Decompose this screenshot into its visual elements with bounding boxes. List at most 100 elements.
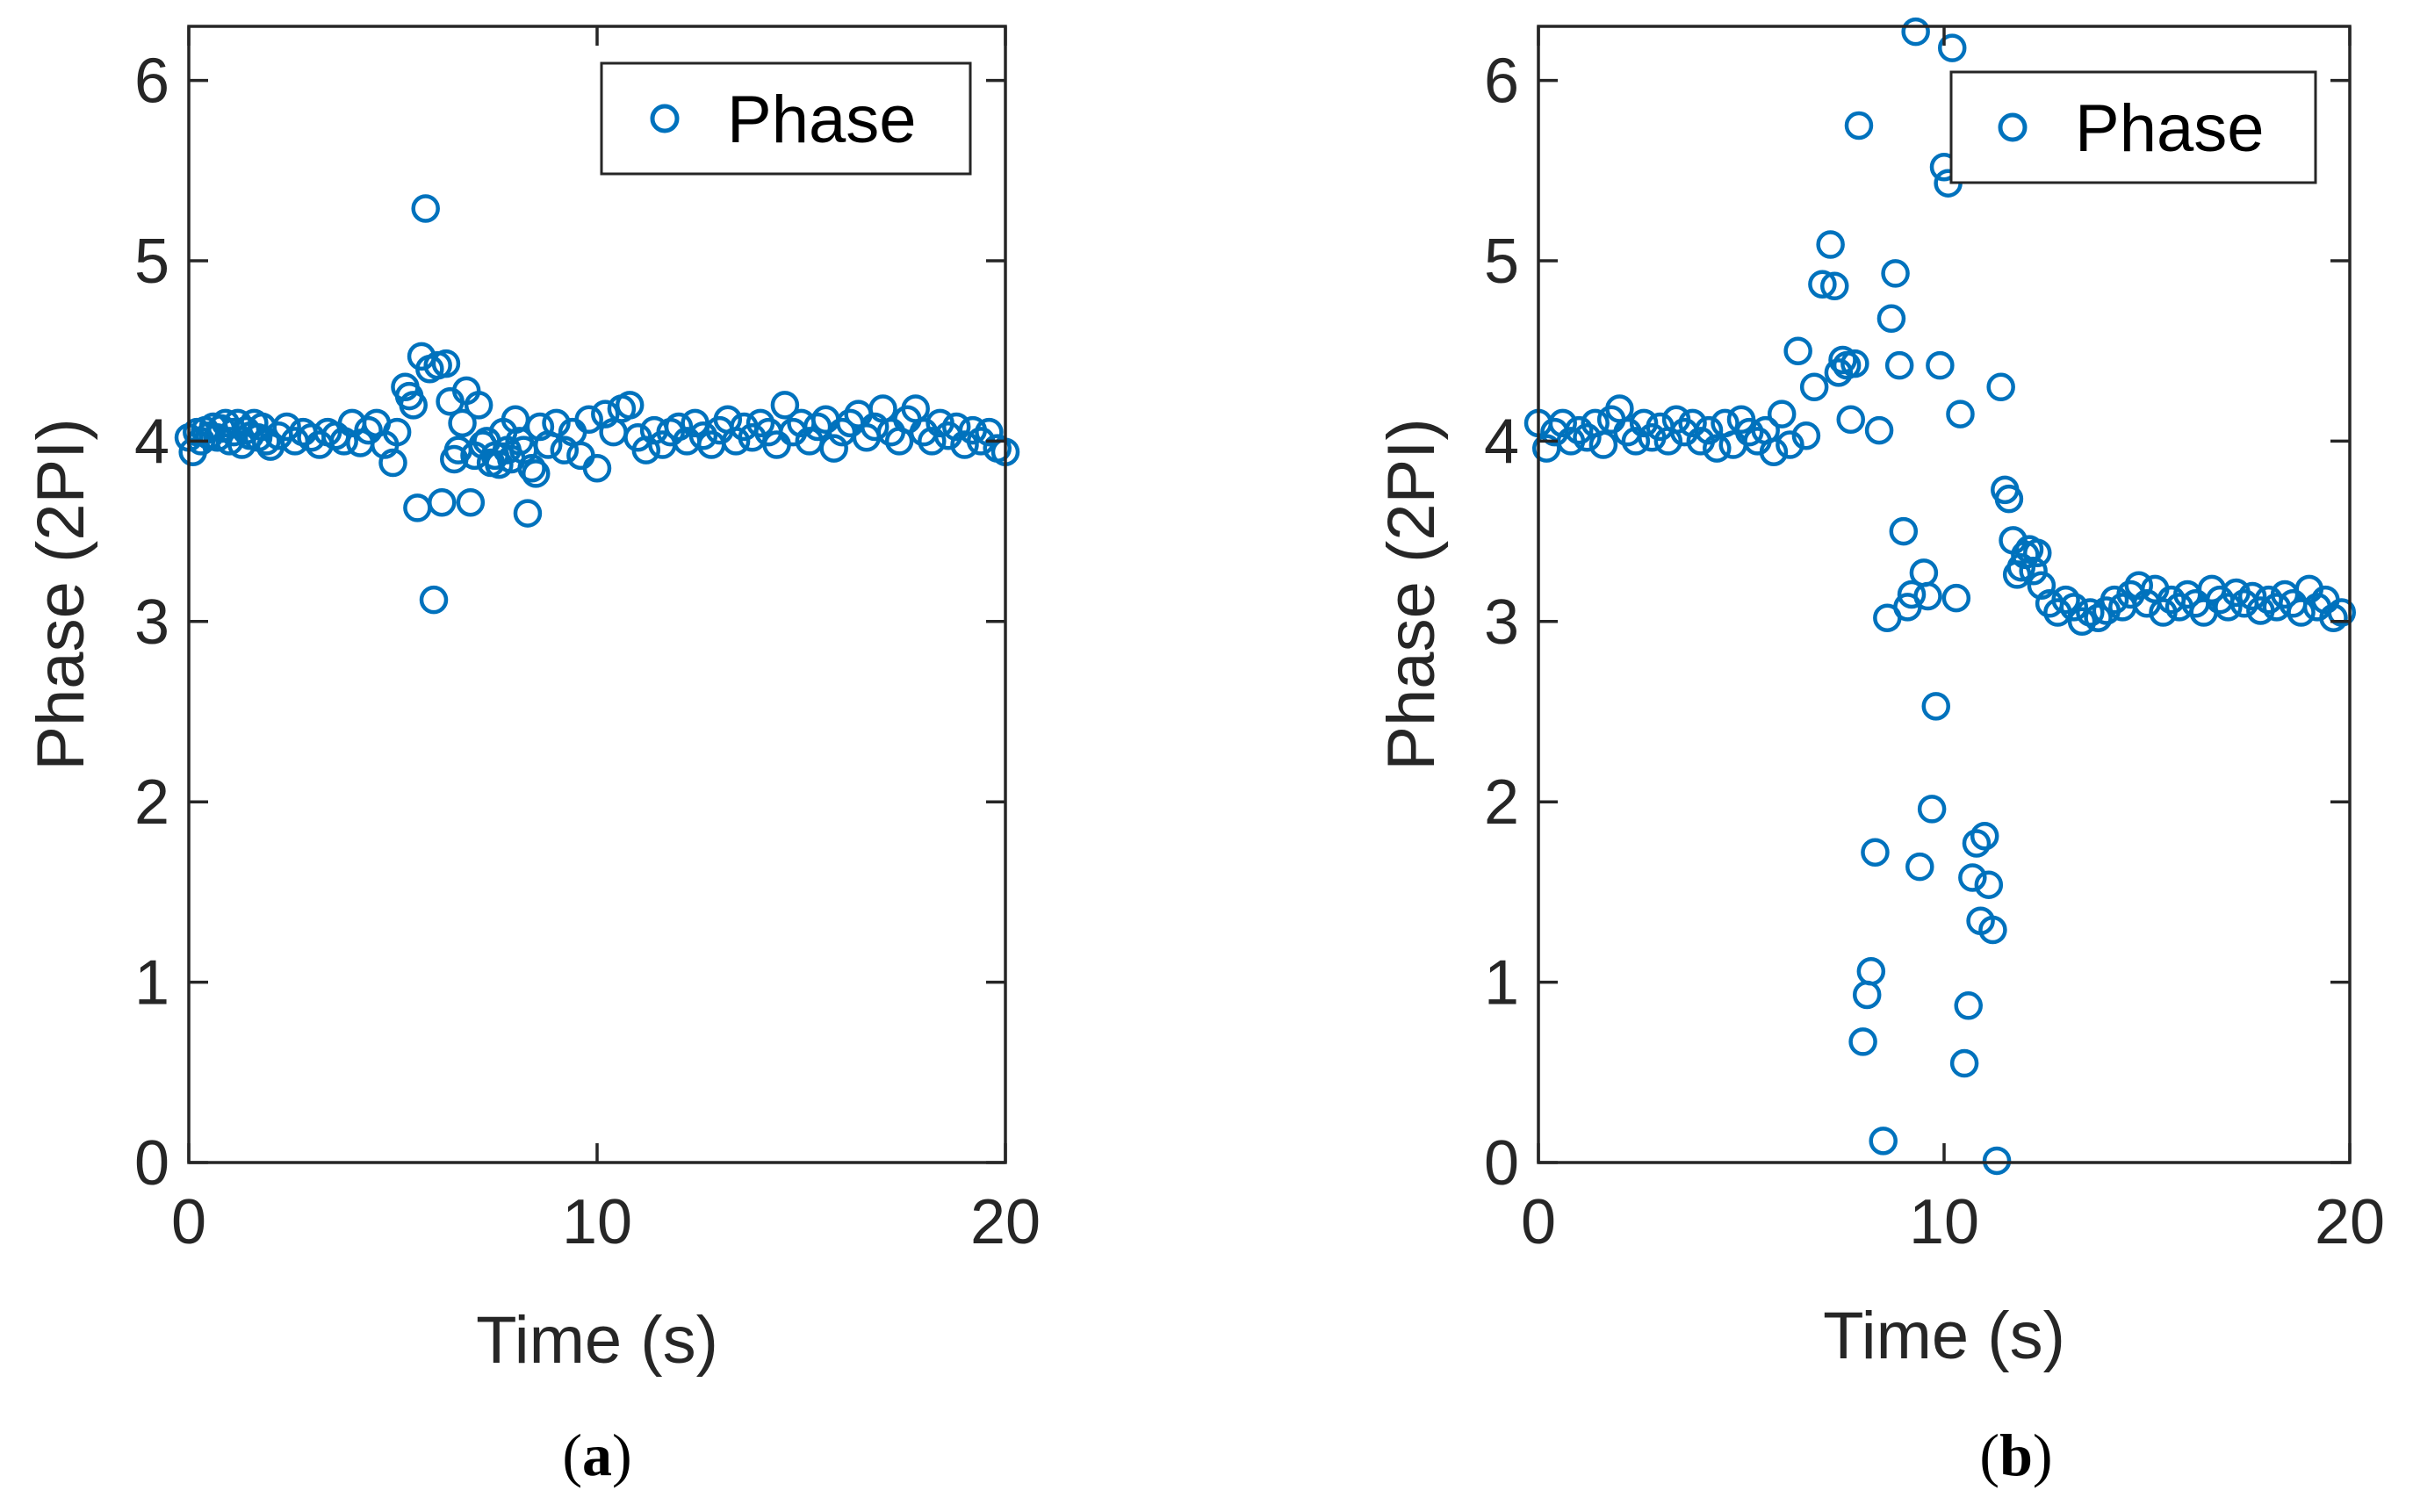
panel-a-data-point bbox=[448, 408, 477, 438]
panel-b-data-point bbox=[1629, 408, 1659, 438]
panel-b-data-point bbox=[1926, 350, 1955, 380]
panel-b-data-point bbox=[1941, 583, 1971, 613]
panel-b-data-point bbox=[1982, 1146, 2012, 1176]
panel-a-xlabel: Time (s) bbox=[476, 1303, 718, 1378]
panel-b-data-point bbox=[2051, 585, 2080, 615]
panel-a-data-point bbox=[399, 391, 428, 420]
panel-a-legend: Phase bbox=[600, 61, 972, 176]
panel-b-data-point bbox=[1852, 980, 1882, 1010]
panel-b-legend-box bbox=[1949, 70, 2317, 184]
panel-b-data-point bbox=[1905, 852, 1934, 882]
panel-b-data-point bbox=[1783, 336, 1812, 365]
panel-b-data-point bbox=[2023, 538, 2052, 568]
panel-a-data-point bbox=[525, 412, 555, 442]
panel-b-data-point bbox=[1864, 415, 1894, 445]
panel-b-data-point bbox=[1791, 421, 1821, 450]
panel-a-caption-close: ) bbox=[612, 1422, 632, 1488]
panel-a-data-point bbox=[464, 391, 493, 420]
panel-b-data-point bbox=[1621, 427, 1651, 456]
panel-b-ytick-label: 6 bbox=[1484, 47, 1519, 117]
panel-b-caption-letter: b bbox=[1999, 1422, 2033, 1488]
panel-a-data-point bbox=[419, 585, 449, 615]
panel-b-data-point bbox=[1861, 838, 1890, 867]
panel-b-data-point bbox=[1678, 408, 1707, 438]
panel-a-data-point bbox=[354, 415, 383, 445]
panel-b-data-point bbox=[1869, 1127, 1898, 1156]
panel-a-data-point bbox=[770, 391, 800, 420]
panel-a-caption-open: ( bbox=[562, 1422, 582, 1488]
panel-b-data-point bbox=[1848, 1027, 1877, 1056]
panel-b-data-point bbox=[2214, 593, 2243, 622]
panel-b-data-point bbox=[1856, 957, 1886, 986]
panel-b-data-point bbox=[1799, 372, 1829, 402]
panel-b-caption-open: ( bbox=[1979, 1422, 1999, 1488]
panel-a-data-point bbox=[513, 499, 543, 528]
panel-a-data-point bbox=[542, 408, 571, 438]
panel-b-legend-marker bbox=[1998, 112, 2028, 142]
panel-b-ytick-label: 1 bbox=[1484, 948, 1519, 1019]
panel-b-ytick-label: 0 bbox=[1484, 1128, 1519, 1199]
panel-b-data-point bbox=[1588, 430, 1618, 459]
panel-b-data-point bbox=[1962, 829, 1992, 858]
panel-b-data-point bbox=[1884, 350, 1914, 380]
panel-a-data-point bbox=[950, 430, 979, 459]
panel-b-data-point bbox=[2019, 557, 2048, 586]
panel-b-data-point bbox=[1970, 821, 1999, 851]
panel-b-ticks: 0 1 2 3 4 5 6 0 10 20 bbox=[1484, 26, 2385, 1257]
panel-a-ticks: 0 1 2 3 4 5 6 0 10 20 bbox=[134, 26, 1041, 1257]
panel-a-axes-box bbox=[187, 25, 1007, 1164]
panel-b-data-point bbox=[2011, 540, 2040, 570]
panel-b-data-point bbox=[1808, 270, 1837, 299]
panel-a-ytick-label: 3 bbox=[134, 587, 169, 658]
panel-b-data-point bbox=[1921, 692, 1951, 721]
panel-b-data-point bbox=[1949, 1048, 1979, 1078]
panel-b-data-point bbox=[1694, 415, 1724, 445]
panel-b-data-point bbox=[1824, 358, 1854, 387]
panel-b-xlabel: Time (s) bbox=[1823, 1299, 2065, 1373]
panel-a-data-point bbox=[918, 427, 947, 456]
panel-b-ytick-label: 4 bbox=[1484, 407, 1519, 477]
panel-b-data-point bbox=[1840, 349, 1869, 378]
panel-a-xtick-label: 20 bbox=[970, 1187, 1041, 1257]
panel-b-data-point bbox=[1573, 423, 1602, 452]
panel-a-ytick-label: 6 bbox=[134, 47, 169, 117]
panel-a-data-point bbox=[860, 412, 890, 442]
panel-b-data-point bbox=[1913, 581, 1942, 611]
panel-b-caption: (b) bbox=[1979, 1422, 2052, 1488]
panel-b-data-point bbox=[1776, 430, 1804, 459]
panel-a-legend-box bbox=[600, 61, 972, 176]
panel-b-data-point bbox=[1986, 372, 2015, 402]
panel-a-ytick-label: 4 bbox=[134, 407, 169, 477]
panel-b-data-point bbox=[1816, 230, 1845, 259]
panel-b-points bbox=[1523, 17, 2357, 1176]
panel-b-data-point bbox=[1734, 417, 1764, 447]
panel-a-data-point bbox=[591, 400, 620, 428]
panel-b-data-point bbox=[1937, 33, 1967, 62]
panel-b-data-point bbox=[1759, 437, 1789, 466]
panel-b-data-point bbox=[1548, 408, 1577, 438]
panel-b-data-point bbox=[1958, 863, 1987, 892]
panel-a-data-point bbox=[456, 487, 486, 517]
panel-b-caption-close: ) bbox=[2033, 1422, 2053, 1488]
panel-a-data-point bbox=[272, 412, 301, 442]
panel-b-data-point bbox=[1909, 558, 1939, 587]
panel-a-data-point bbox=[688, 421, 718, 450]
panel-b-data-point bbox=[1946, 400, 1975, 428]
panel-b-data-point bbox=[1828, 345, 1857, 375]
panel-b-data-point bbox=[1718, 430, 1748, 459]
panel-b-xtick-label: 10 bbox=[1909, 1187, 1979, 1257]
panel-b-data-point bbox=[1978, 915, 2007, 945]
panel-b-legend-label: Phase bbox=[2075, 91, 2265, 166]
panel-a-data-point bbox=[574, 405, 603, 435]
panel-a-data-point bbox=[975, 417, 1004, 447]
panel-a-data-point bbox=[443, 436, 473, 464]
panel-a-data-point bbox=[517, 453, 546, 483]
panel-b-data-point bbox=[1836, 405, 1865, 435]
panel-a-data-point bbox=[411, 194, 440, 223]
panel-a-data-point bbox=[550, 436, 580, 464]
panel-b-xtick-label: 0 bbox=[1521, 1187, 1556, 1257]
panel-a-data-point bbox=[582, 453, 612, 483]
